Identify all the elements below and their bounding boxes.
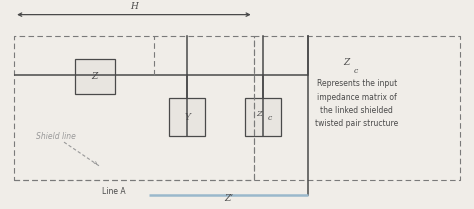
- Text: Z: Z: [256, 110, 262, 118]
- Text: Line A: Line A: [102, 187, 126, 196]
- Text: H: H: [130, 3, 138, 11]
- Bar: [170, 98, 205, 136]
- Bar: [75, 59, 115, 94]
- Text: c: c: [268, 114, 272, 122]
- Text: Shield line: Shield line: [36, 132, 75, 141]
- Text: Z: Z: [91, 72, 98, 81]
- Bar: [246, 98, 281, 136]
- Text: Represents the input
impedance matrix of
the linked shielded
twisted pair struct: Represents the input impedance matrix of…: [315, 79, 399, 128]
- Text: c: c: [354, 67, 358, 75]
- Text: Y: Y: [184, 112, 190, 122]
- Text: Z: Z: [344, 58, 350, 67]
- Text: Z’: Z’: [224, 194, 234, 203]
